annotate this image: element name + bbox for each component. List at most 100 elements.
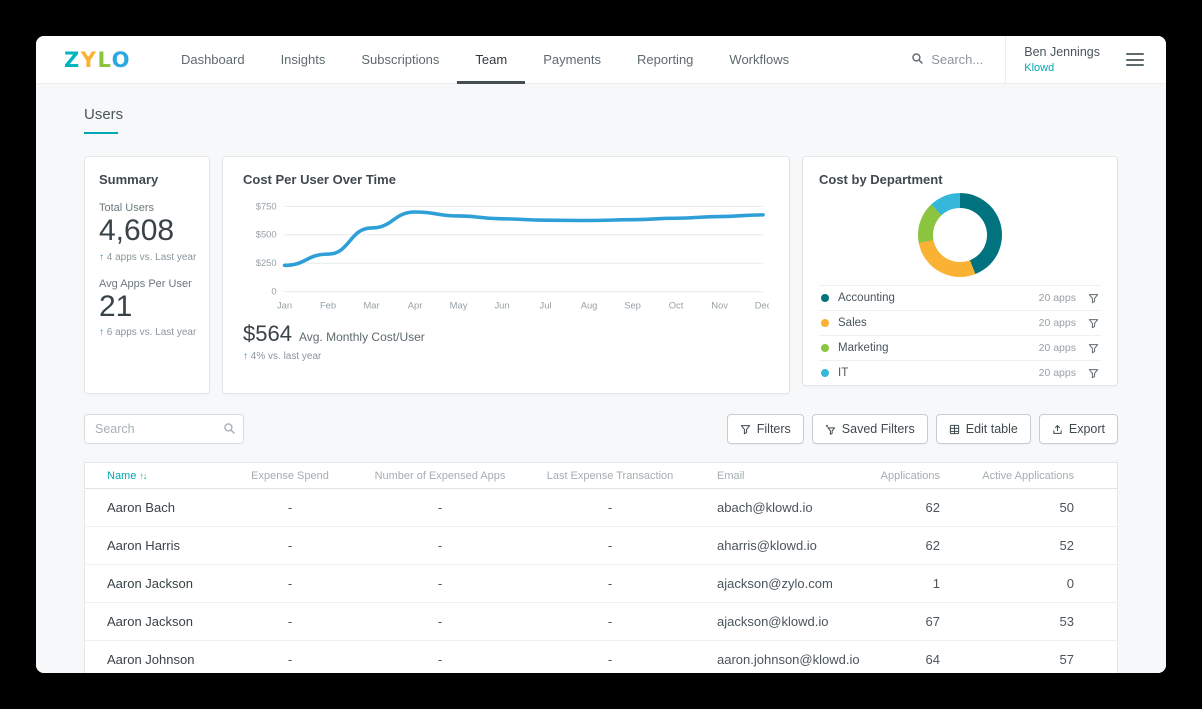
svg-text:Mar: Mar — [363, 299, 379, 310]
filter-icon[interactable] — [1088, 293, 1099, 304]
legend-apps-count: 20 apps — [1038, 367, 1076, 379]
table-row[interactable]: Aaron Harris - - - aharris@klowd.io 62 52 — [85, 527, 1117, 565]
cell-last-expense-transaction: - — [607, 538, 613, 553]
cell-expense-spend: - — [287, 576, 293, 591]
cell-last-expense-transaction: - — [607, 576, 613, 591]
cell-last-expense-transaction: - — [607, 500, 613, 515]
filter-icon[interactable] — [1088, 343, 1099, 354]
svg-text:Apr: Apr — [408, 299, 423, 310]
saved-filters-button[interactable]: Saved Filters — [811, 414, 928, 444]
column-header-active-applications[interactable]: Active Applications — [982, 469, 1074, 482]
legend-dot — [821, 294, 829, 302]
department-legend: Accounting 20 apps Sales 20 apps Marketing 20… — [819, 285, 1101, 385]
svg-text:Aug: Aug — [581, 299, 598, 310]
users-table: Name ↑↓ Expense Spend Number of Expensed Ap… — [84, 462, 1118, 673]
logo-letter: O — [111, 47, 131, 72]
svg-text:Sep: Sep — [624, 299, 641, 310]
logo-letter: Y — [80, 47, 98, 72]
nav-item-subscriptions[interactable]: Subscriptions — [361, 52, 440, 67]
zylo-logo: ZYLO — [64, 48, 131, 72]
column-header-expense-spend[interactable]: Expense Spend — [251, 469, 329, 482]
button-label: Export — [1068, 422, 1105, 436]
tab-users[interactable]: Users — [84, 106, 124, 123]
cell-email: ajackson@klowd.io — [717, 614, 829, 629]
header-search[interactable]: Search... — [911, 52, 983, 68]
legend-row-sales: Sales 20 apps — [819, 310, 1101, 335]
department-chart-title: Cost by Department — [819, 172, 943, 187]
search-icon — [223, 422, 236, 440]
cost-by-department-card: Cost by Department Accounting 20 apps Sale… — [802, 156, 1118, 386]
user-menu[interactable]: Ben Jennings Klowd — [1006, 44, 1118, 76]
legend-dot — [821, 344, 829, 352]
main-nav: Dashboard Insights Subscriptions Team Paymen… — [163, 36, 807, 84]
legend-dot — [821, 319, 829, 327]
cell-email: aaron.johnson@klowd.io — [717, 652, 860, 667]
search-icon — [911, 52, 924, 68]
legend-label: Accounting — [838, 292, 895, 304]
cell-name: Aaron Jackson — [107, 576, 193, 591]
export-icon — [1052, 424, 1063, 435]
svg-text:Nov: Nov — [711, 299, 728, 310]
cell-expense-spend: - — [287, 652, 293, 667]
metric-total-users: Total Users 4,608 ↑ 4 apps vs. Last year — [99, 202, 197, 263]
hamburger-menu-icon[interactable] — [1126, 53, 1144, 66]
table-row[interactable]: Aaron Johnson - - - aaron.johnson@klowd.io 64… — [85, 641, 1117, 673]
summary-card-title: Summary — [99, 172, 159, 187]
svg-text:Feb: Feb — [320, 299, 336, 310]
legend-row-accounting: Accounting 20 apps — [819, 285, 1101, 310]
svg-text:$500: $500 — [256, 229, 277, 240]
table-row[interactable]: Aaron Jackson - - - ajackson@klowd.io 67 53 — [85, 603, 1117, 641]
column-header-number-of-expensed-apps[interactable]: Number of Expensed Apps — [374, 469, 506, 482]
donut-hole — [933, 208, 987, 262]
cell-number-of-expensed-apps: - — [437, 538, 443, 553]
filters-button[interactable]: Filters — [726, 414, 804, 444]
export-button[interactable]: Export — [1038, 414, 1118, 444]
nav-item-workflows[interactable]: Workflows — [729, 52, 790, 67]
cell-name: Aaron Jackson — [107, 614, 193, 629]
table-search-input[interactable] — [84, 414, 244, 444]
cell-active-applications: 0 — [1066, 576, 1074, 591]
cell-applications: 62 — [925, 538, 940, 553]
cell-number-of-expensed-apps: - — [437, 576, 443, 591]
filter-icon[interactable] — [1088, 318, 1099, 329]
cell-name: Aaron Johnson — [107, 652, 195, 667]
user-org: Klowd — [1024, 61, 1055, 74]
cell-email: aharris@klowd.io — [717, 538, 817, 553]
nav-item-payments[interactable]: Payments — [543, 52, 602, 67]
active-tab-underline — [84, 132, 118, 134]
table-row[interactable]: Aaron Jackson - - - ajackson@zylo.com 1 0 — [85, 565, 1117, 603]
cell-active-applications: 52 — [1059, 538, 1074, 553]
cell-applications: 62 — [925, 500, 940, 515]
nav-item-team[interactable]: Team — [457, 36, 525, 84]
svg-text:$250: $250 — [256, 257, 277, 268]
column-header-name[interactable]: Name ↑↓ — [107, 469, 147, 482]
cell-expense-spend: - — [287, 500, 293, 515]
nav-item-dashboard[interactable]: Dashboard — [180, 52, 245, 67]
cell-applications: 67 — [925, 614, 940, 629]
metric-avg-apps-per-user: Avg Apps Per User 21 ↑ 6 apps vs. Last yea… — [99, 277, 196, 339]
metric-label: Avg Apps Per User — [99, 277, 192, 290]
svg-text:Oct: Oct — [669, 299, 684, 310]
filter-icon[interactable] — [1088, 368, 1099, 379]
nav-item-insights[interactable]: Insights — [280, 52, 326, 67]
legend-label: IT — [838, 367, 849, 379]
button-label: Edit table — [965, 422, 1018, 436]
cell-applications: 1 — [932, 576, 940, 591]
column-header-email[interactable]: Email — [717, 469, 745, 482]
table-row[interactable]: Aaron Bach - - - abach@klowd.io 62 50 — [85, 489, 1117, 527]
sort-icon[interactable]: ↑↓ — [139, 470, 147, 481]
column-header-applications[interactable]: Applications — [880, 469, 940, 482]
cell-number-of-expensed-apps: - — [437, 500, 443, 515]
nav-item-reporting[interactable]: Reporting — [637, 52, 694, 67]
svg-text:May: May — [450, 299, 468, 310]
column-header-last-expense-transaction[interactable]: Last Expense Transaction — [546, 469, 674, 482]
svg-text:$750: $750 — [256, 200, 277, 211]
cell-expense-spend: - — [287, 538, 293, 553]
edit-table-button[interactable]: Edit table — [935, 414, 1031, 444]
button-label: Filters — [756, 422, 791, 436]
legend-dot — [821, 369, 829, 377]
metric-delta: ↑ 4 apps vs. Last year — [99, 251, 197, 263]
metric-value: 21 — [99, 289, 133, 323]
edit-table-icon — [949, 424, 960, 435]
